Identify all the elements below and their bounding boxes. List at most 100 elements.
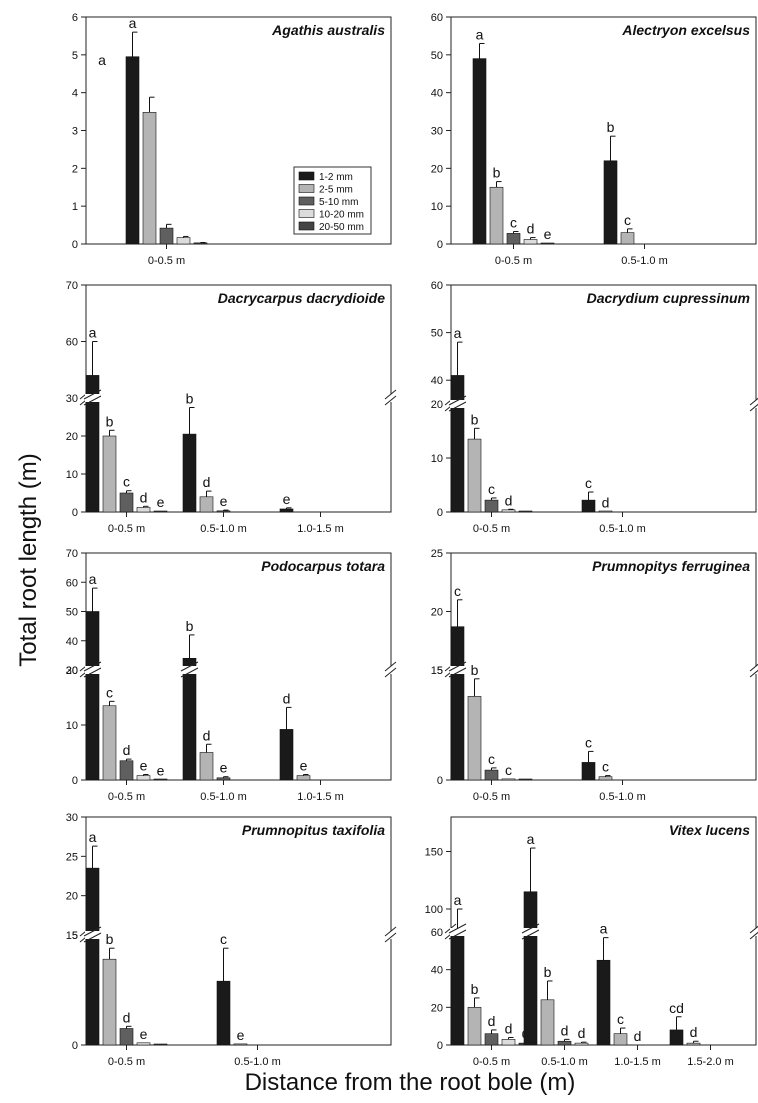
legend-label: 5-10 mm xyxy=(319,197,358,208)
y-tick-label: 60 xyxy=(66,577,78,589)
bar xyxy=(216,510,231,513)
panel-frame xyxy=(85,552,392,781)
significance-letter: d xyxy=(203,727,211,743)
panel-title: Vitex lucens xyxy=(669,822,750,838)
panel-frame xyxy=(450,284,757,513)
significance-letter: d xyxy=(690,1024,698,1040)
axis-break-mark xyxy=(749,403,758,412)
axis-break-mask xyxy=(750,400,758,408)
significance-letter: d xyxy=(527,221,535,237)
bar xyxy=(620,232,635,245)
bar xyxy=(182,433,197,513)
y-tick-label: 20 xyxy=(431,399,443,411)
y-tick-label: 1 xyxy=(72,201,78,213)
panel-1: 0 1 2 3 4 5 6 Agathis australis 0-0.5 m a a 1-2 mm 2… xyxy=(72,12,392,267)
y-tick-label: 25 xyxy=(66,851,78,863)
bar-break-gap xyxy=(85,666,100,674)
axis-break-mask xyxy=(750,928,758,936)
significance-letter: e xyxy=(220,493,228,509)
y-tick-label: 40 xyxy=(431,88,443,100)
axis-break-mask xyxy=(750,666,758,674)
y-tick-label: 60 xyxy=(66,337,78,349)
y-tick-label: 30 xyxy=(431,126,443,138)
y-tick-label: 3 xyxy=(72,126,78,138)
bar xyxy=(142,112,157,245)
significance-letter: b xyxy=(471,411,479,427)
axis-break-mark xyxy=(384,932,397,943)
bar xyxy=(279,729,294,781)
bar xyxy=(216,777,231,781)
significance-letter: c xyxy=(585,734,592,750)
bar xyxy=(540,242,555,245)
y-tick-label: 0 xyxy=(437,239,443,251)
bar-break-mark xyxy=(83,932,102,943)
bar xyxy=(102,958,117,1046)
x-tick-label: 0-0.5 m xyxy=(473,1056,510,1068)
significance-letter: a xyxy=(129,15,137,31)
bar-break-mark xyxy=(180,661,199,672)
significance-letter: d xyxy=(123,1009,131,1025)
axis-break-mask xyxy=(385,666,397,674)
y-tick-label: 40 xyxy=(431,965,443,977)
legend-swatch xyxy=(298,171,315,181)
y-tick-label: 70 xyxy=(66,548,78,560)
y-tick-label: 10 xyxy=(431,453,443,465)
bar xyxy=(279,508,294,513)
bar xyxy=(523,891,538,1046)
bar-break-mark xyxy=(448,401,467,412)
significance-letter: c xyxy=(488,481,495,497)
y-tick-label: 15 xyxy=(66,930,78,942)
bar xyxy=(296,775,311,781)
y-tick-label: 20 xyxy=(66,431,78,443)
significance-letter: c xyxy=(454,583,461,599)
y-tick-label: 100 xyxy=(425,904,443,916)
significance-letter: c xyxy=(106,684,113,700)
bar xyxy=(216,980,231,1046)
significance-letter: e xyxy=(283,491,291,507)
bar xyxy=(489,186,504,245)
bar xyxy=(581,762,596,781)
axis-break-mark xyxy=(384,661,397,672)
significance-letter: e xyxy=(220,760,228,776)
significance-letter: cd xyxy=(669,1000,684,1016)
bar xyxy=(557,1040,572,1046)
y-tick-label: 20 xyxy=(66,891,78,903)
bar xyxy=(85,611,100,781)
bar xyxy=(581,499,596,513)
axis-break-mark xyxy=(749,397,758,406)
bar-break-mark xyxy=(448,667,467,678)
bar xyxy=(159,227,174,245)
axis-break-mask xyxy=(385,931,397,939)
x-tick-label: 0-0.5 m xyxy=(473,791,510,803)
significance-letter: d xyxy=(505,492,513,508)
legend-label: 1-2 mm xyxy=(319,172,353,183)
bar xyxy=(506,233,521,245)
significance-letter: b xyxy=(186,391,194,407)
significance-letter: c xyxy=(602,759,609,775)
x-tick-label: 0-0.5 m xyxy=(108,1056,145,1068)
y-tick-label: 0 xyxy=(72,239,78,251)
y-tick-label: 30 xyxy=(66,812,78,824)
y-tick-label: 70 xyxy=(66,280,78,292)
significance-letter: c xyxy=(123,474,130,490)
bar xyxy=(596,959,611,1046)
significance-letter: c xyxy=(505,762,512,778)
y-tick-label: 150 xyxy=(425,847,443,859)
bar xyxy=(102,435,117,513)
y-tick-label: 20 xyxy=(431,1002,443,1014)
bar xyxy=(193,242,208,245)
panel-title: Prumnopitus taxifolia xyxy=(242,822,385,838)
legend-swatch xyxy=(298,221,315,231)
significance-letter: a xyxy=(89,829,97,845)
bar-break-mark xyxy=(83,661,102,672)
x-tick-label: 1.5-2.0 m xyxy=(687,1056,733,1068)
x-tick-label: 0-0.5 m xyxy=(473,523,510,535)
bar xyxy=(501,1039,516,1046)
significance-letter: c xyxy=(510,215,517,231)
significance-letter: b xyxy=(471,662,479,678)
bar-break-mark xyxy=(83,926,102,937)
bar xyxy=(501,778,516,781)
axis-break-mark xyxy=(749,931,758,940)
significance-letter: b xyxy=(106,413,114,429)
